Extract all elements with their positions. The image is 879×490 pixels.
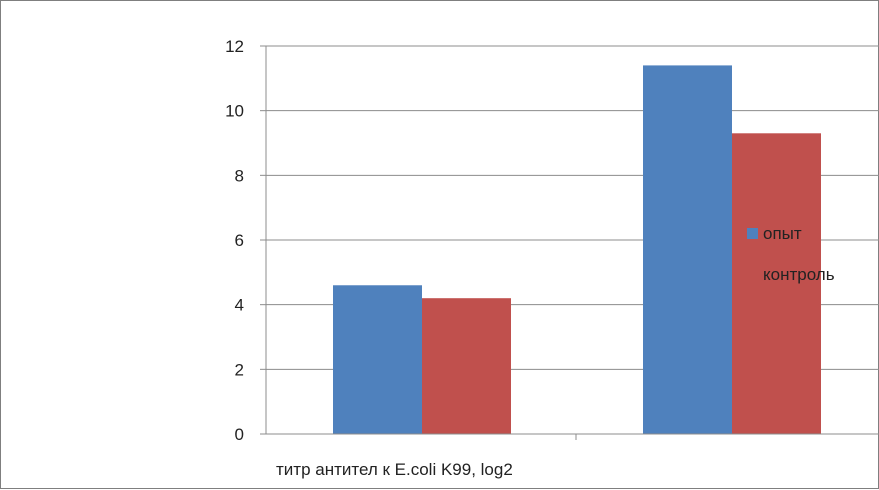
y-tick-label: 12	[225, 37, 244, 56]
y-tick-label: 0	[235, 425, 244, 444]
y-tick-label: 6	[235, 231, 244, 250]
y-tick-label: 8	[235, 166, 244, 185]
y-tick-label: 10	[225, 102, 244, 121]
bar-контроль-0	[422, 298, 511, 434]
y-axis-ticks: 0 2 4 6 8 10 12	[225, 37, 244, 444]
y-tick-label: 4	[235, 296, 244, 315]
legend-swatch-опыт	[747, 228, 758, 239]
legend: опыт контроль	[747, 224, 835, 284]
y-tick-label: 2	[235, 360, 244, 379]
bars	[333, 65, 821, 435]
legend-label-контроль: контроль	[763, 265, 835, 284]
bar-опыт-0	[333, 285, 422, 434]
legend-label-опыт: опыт	[763, 224, 802, 243]
x-axis-label: титр антител к E.coli K99, log2	[276, 460, 513, 479]
x-axis	[265, 46, 879, 440]
bar-контроль-1	[732, 133, 821, 435]
bar-опыт-1	[643, 65, 732, 435]
